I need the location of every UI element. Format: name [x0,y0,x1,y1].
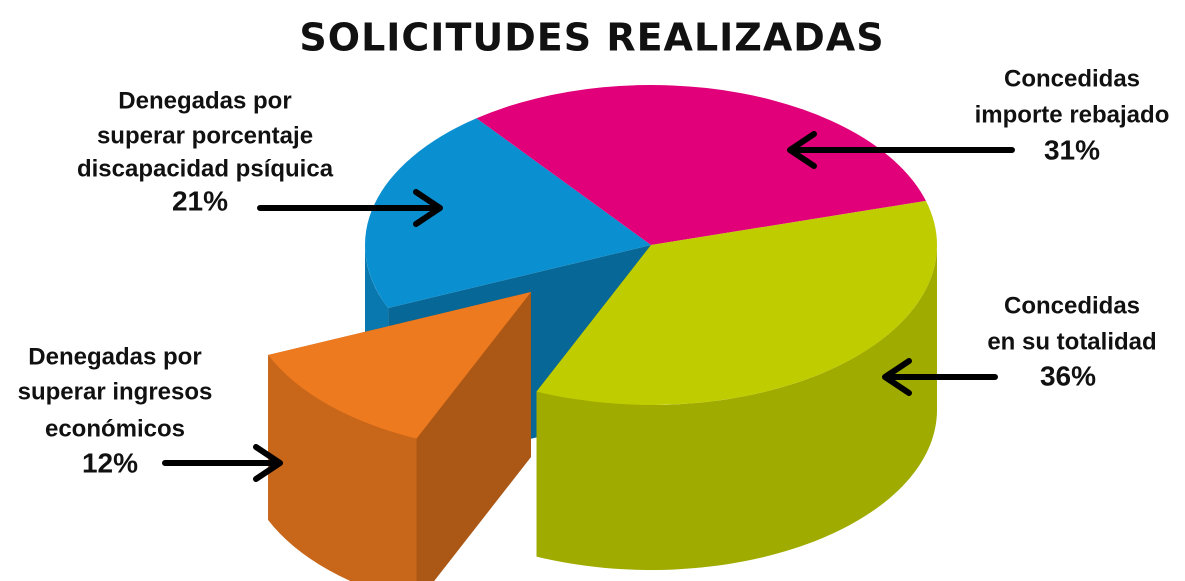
slice-top [536,200,937,405]
slice [536,200,937,571]
value-label: 12% [82,447,138,478]
arrow [257,189,443,227]
value-label: 36% [1040,360,1096,391]
slice [476,84,926,245]
arrow [787,131,1015,169]
slice-top [268,292,531,439]
slice-top [365,118,651,309]
chart-title: SOLICITUDES REALIZADAS [299,16,884,60]
value-label: 31% [1044,134,1100,165]
slice-wall [536,245,937,571]
value-label: 21% [172,185,228,216]
arrow [162,444,283,482]
slice-label: económicos [45,415,185,442]
slice-label: importe rebajado [975,101,1170,128]
slice [268,292,531,581]
slice-wall [268,355,417,581]
slice-label: superar ingresos [18,378,213,405]
slice-label: Denegadas por [118,87,291,114]
slice-label: superar porcentaje [97,122,313,149]
arrow [882,358,998,396]
slice-label: en su totalidad [987,328,1156,355]
slice-label: Concedidas [1004,65,1140,92]
slice-label: Concedidas [1004,292,1140,319]
slice-label: Denegadas por [28,343,201,370]
slice-top [476,84,926,245]
slice-label: discapacidad psíquica [77,155,334,182]
